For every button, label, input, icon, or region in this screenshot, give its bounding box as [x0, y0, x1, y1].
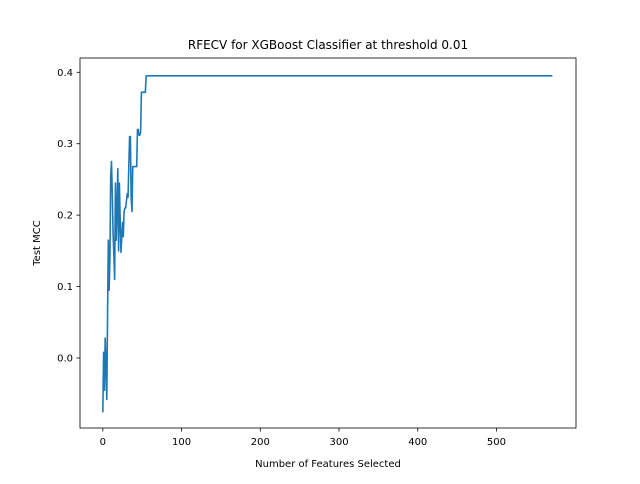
x-tick-label: 500 — [487, 437, 506, 448]
x-axis-label: Number of Features Selected — [255, 459, 401, 470]
y-tick-label: 0.3 — [57, 139, 73, 150]
x-tick-label: 300 — [329, 437, 348, 448]
x-tick-label: 100 — [172, 437, 191, 448]
y-tick-label: 0.0 — [57, 354, 73, 365]
y-axis-label: Test MCC — [32, 220, 43, 266]
series-layer — [102, 75, 553, 413]
plot-frame — [79, 57, 577, 429]
y-tick-label: 0.4 — [57, 68, 73, 79]
x-tick-label: 400 — [408, 437, 427, 448]
x-tick-label: 0 — [100, 437, 106, 448]
x-axis-ticks: 0 100 200 300 400 500 — [100, 428, 506, 448]
y-tick-label: 0.2 — [57, 211, 73, 222]
series-line-0 — [102, 75, 553, 413]
chart-title: RFECV for XGBoost Classifier at threshol… — [188, 38, 468, 52]
y-axis-ticks: 0.0 0.1 0.2 0.3 0.4 — [57, 68, 80, 365]
x-tick-label: 200 — [251, 437, 270, 448]
plot-area — [80, 58, 576, 428]
y-tick-label: 0.1 — [57, 282, 73, 293]
